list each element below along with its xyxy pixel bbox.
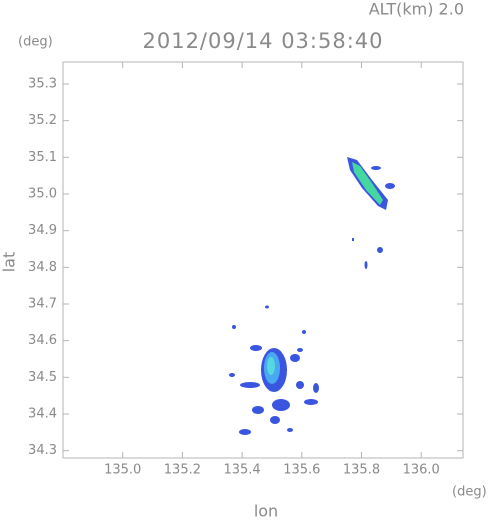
y-axis-label: lat <box>0 252 19 273</box>
subtitle: ALT(km) 2.0 <box>369 0 464 19</box>
y-tick-label: 34.8 <box>28 260 57 275</box>
y-tick-label: 34.5 <box>28 370 57 385</box>
x-axis-label: lon <box>254 502 278 521</box>
y-tick-label: 35.2 <box>28 113 57 128</box>
y-tick-label: 34.9 <box>28 223 57 238</box>
x-tick-label: 135.2 <box>164 463 201 478</box>
x-tick-label: 135.0 <box>104 463 141 478</box>
y-unit: (deg) <box>18 35 53 50</box>
x-tick-label: 135.4 <box>223 463 260 478</box>
x-tick-label: 136.0 <box>403 463 440 478</box>
y-tick-label: 34.3 <box>28 443 57 458</box>
echoes <box>229 157 395 435</box>
y-tick-label: 35.1 <box>28 150 57 165</box>
x-tick-label: 135.8 <box>343 463 380 478</box>
x-unit: (deg) <box>452 485 487 500</box>
plot-frame <box>62 61 464 459</box>
chart-title: 2012/09/14 03:58:40 <box>142 29 383 53</box>
y-tick-label: 34.7 <box>28 297 57 312</box>
y-tick-label: 35.0 <box>28 187 57 202</box>
x-tick-label: 135.6 <box>283 463 320 478</box>
y-tick-label: 35.3 <box>28 77 57 92</box>
y-tick-label: 34.4 <box>28 407 57 422</box>
y-tick-label: 34.6 <box>28 333 57 348</box>
